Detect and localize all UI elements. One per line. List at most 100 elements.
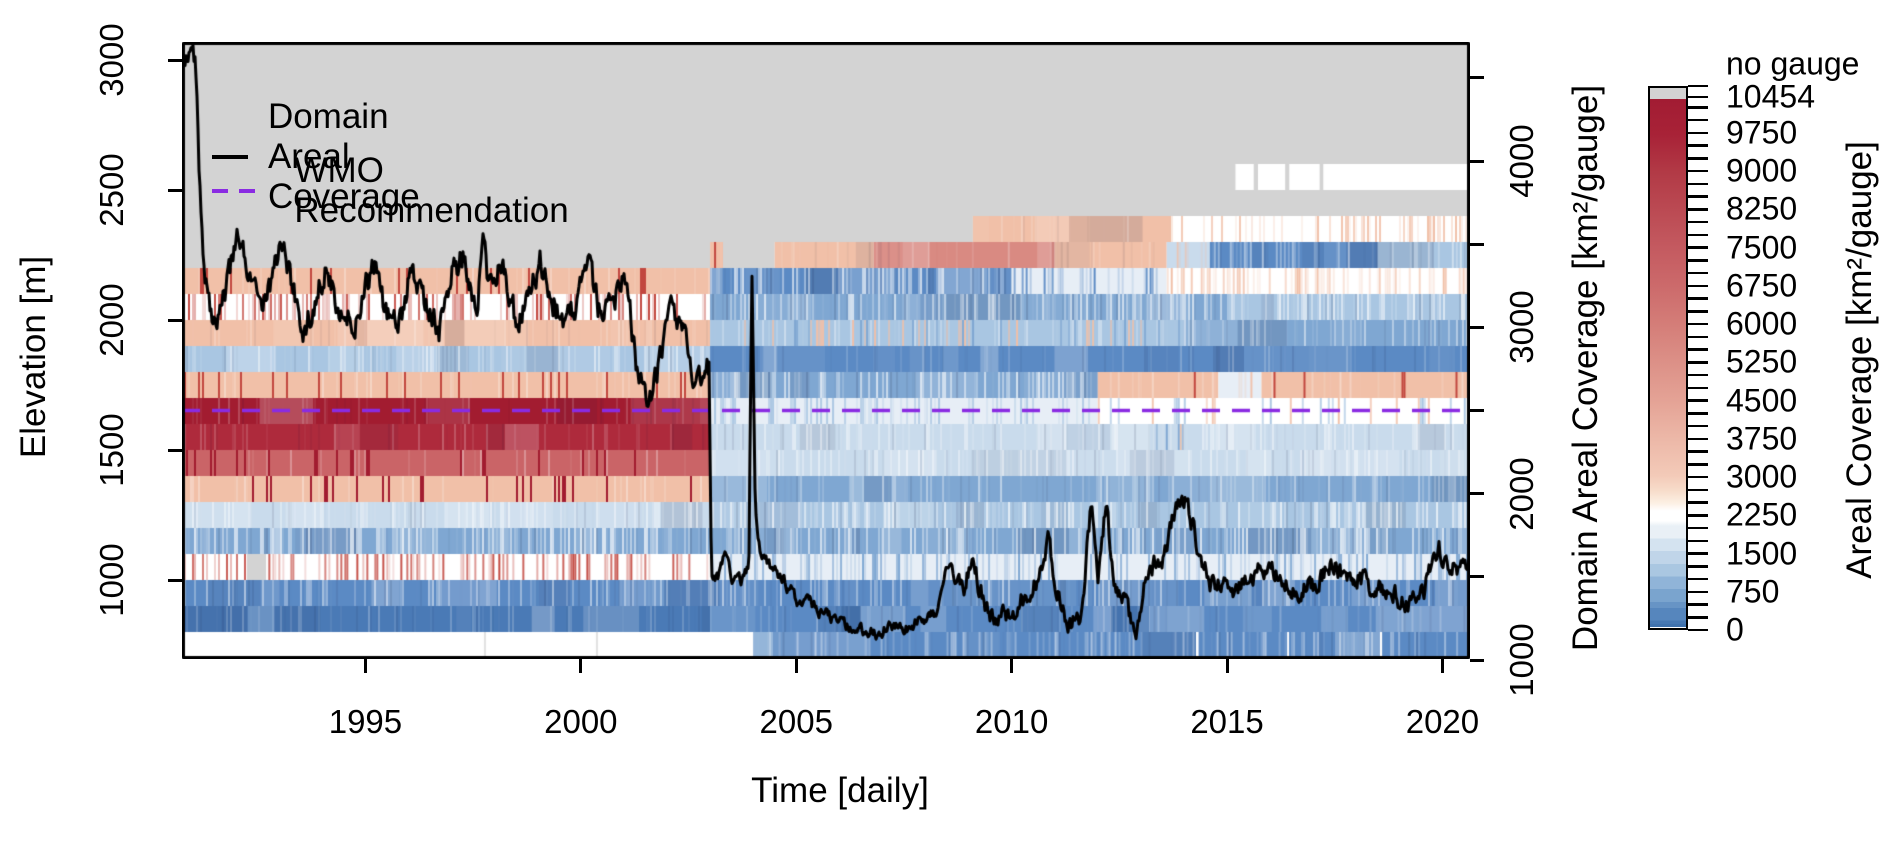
colorbar-tick	[1688, 348, 1708, 351]
colorbar-tick	[1688, 526, 1708, 530]
colorbar-tick	[1688, 246, 1708, 249]
x-tick	[1225, 659, 1229, 673]
y-left-tick-label: 2000	[93, 283, 130, 357]
colorbar-axis-title: Areal Coverage [km²/gauge]	[1840, 141, 1879, 579]
legend-label-domain-coverage: Domain Areal Coverage	[267, 97, 420, 216]
y-left-tick-label: 3000	[93, 23, 130, 97]
y-right-tick	[1470, 76, 1484, 80]
colorbar-tick-label: 4500	[1726, 382, 1798, 419]
colorbar-tick	[1688, 399, 1708, 402]
y-right-tick-label: 1000	[1503, 623, 1540, 697]
x-tick	[794, 659, 798, 673]
x-tick-label: 1995	[328, 703, 403, 740]
x-tick-label: 2010	[974, 703, 1049, 740]
colorbar-tick	[1688, 271, 1708, 275]
colorbar-tick	[1688, 195, 1708, 198]
colorbar-tick-label: 9000	[1726, 152, 1798, 189]
colorbar-tick	[1688, 310, 1708, 313]
y-right-tick	[1470, 325, 1484, 329]
colorbar-no-gauge-label: no gauge	[1726, 45, 1860, 82]
colorbar-tick-label: 9750	[1726, 114, 1798, 151]
colorbar-tick-label: 6000	[1726, 305, 1798, 342]
legend-item-domain-coverage: Domain Areal Coverage	[212, 97, 468, 217]
y-left-tick-label: 2500	[93, 153, 130, 227]
y-right-tick	[1470, 658, 1484, 662]
colorbar-tick	[1688, 386, 1708, 390]
x-tick-label: 2020	[1405, 703, 1480, 740]
x-tick	[1440, 659, 1444, 673]
colorbar-tick	[1688, 565, 1708, 568]
colorbar-tick	[1688, 208, 1708, 211]
y-left-tick	[168, 318, 182, 322]
y-left-tick	[168, 188, 182, 192]
colorbar-tick	[1688, 628, 1708, 632]
colorbar-tick	[1688, 106, 1708, 109]
colorbar-tick-label: 3750	[1726, 420, 1798, 457]
colorbar-no-gauge-cap	[1650, 88, 1686, 99]
colorbar-tick	[1688, 144, 1708, 147]
x-tick-label: 2005	[759, 703, 833, 740]
y-right-axis-title: Domain Areal Coverage [km²/gauge]	[1566, 84, 1605, 652]
colorbar-tick	[1688, 616, 1708, 619]
y-left-tick	[168, 448, 182, 452]
heatmap-plot-canvas	[182, 42, 1470, 659]
colorbar-bar	[1648, 86, 1688, 630]
colorbar-tick	[1688, 577, 1708, 581]
colorbar-tick	[1688, 157, 1708, 160]
colorbar-tick	[1688, 335, 1708, 339]
x-tick	[1010, 659, 1014, 673]
legend-item-wmo: WMO Recommendation	[212, 151, 590, 231]
colorbar-tick	[1688, 284, 1708, 288]
colorbar-tick	[1688, 501, 1708, 504]
y-left-tick-label: 1000	[93, 543, 130, 617]
colorbar-tick	[1688, 259, 1708, 262]
colorbar-tick	[1688, 220, 1708, 224]
y-left-tick	[168, 578, 182, 582]
colorbar-tick	[1688, 84, 1708, 88]
colorbar-tick	[1688, 488, 1708, 492]
x-tick-label: 2015	[1190, 703, 1264, 740]
colorbar-tick	[1688, 539, 1708, 543]
colorbar-tick	[1688, 361, 1708, 364]
colorbar-tick	[1688, 182, 1708, 186]
legend-line-dashed-sample	[212, 189, 265, 193]
colorbar-tick-label: 10454	[1726, 78, 1815, 115]
x-axis-title: Time [daily]	[751, 771, 929, 810]
colorbar-tick	[1688, 552, 1708, 555]
colorbar-tick	[1688, 437, 1708, 441]
colorbar-tick-label: 0	[1726, 611, 1744, 648]
y-right-tick	[1470, 159, 1484, 163]
colorbar-tick	[1688, 463, 1708, 466]
colorbar-tick	[1688, 475, 1708, 479]
legend-line-solid-sample	[212, 155, 248, 159]
colorbar-tick	[1688, 412, 1708, 415]
colorbar-tick	[1688, 131, 1708, 135]
legend-label-wmo: WMO Recommendation	[294, 151, 569, 230]
colorbar-tick	[1688, 514, 1708, 517]
colorbar-tick-label: 8250	[1726, 190, 1798, 227]
colorbar-tick-label: 1500	[1726, 535, 1798, 572]
y-right-tick	[1470, 409, 1484, 412]
y-right-tick	[1470, 242, 1484, 246]
colorbar-tick	[1688, 603, 1708, 606]
colorbar-tick	[1688, 424, 1708, 428]
colorbar-tick-label: 5250	[1726, 343, 1798, 380]
colorbar-tick	[1688, 169, 1708, 173]
colorbar-tick	[1688, 322, 1708, 326]
x-tick	[363, 659, 367, 673]
colorbar-tick	[1688, 373, 1708, 377]
y-right-tick-label: 4000	[1503, 124, 1540, 198]
colorbar-tick-label: 6750	[1726, 267, 1798, 304]
colorbar-tick-label: 3000	[1726, 458, 1798, 495]
colorbar-tick-label: 750	[1726, 573, 1780, 610]
y-right-tick-label: 3000	[1503, 290, 1540, 365]
x-tick	[579, 659, 583, 673]
y-left-tick-label: 1500	[93, 413, 130, 487]
colorbar-tick-label: 2250	[1726, 496, 1798, 533]
colorbar-tick	[1688, 95, 1708, 99]
y-left-tick	[168, 58, 182, 62]
y-left-axis-title: Elevation [m]	[14, 255, 53, 459]
y-right-tick-label: 2000	[1503, 456, 1540, 531]
colorbar-tick-label: 7500	[1726, 229, 1798, 266]
